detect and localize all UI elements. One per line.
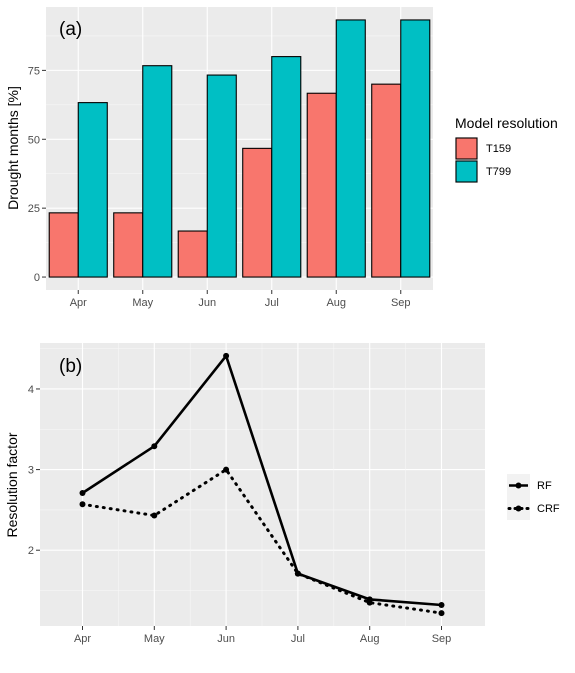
legend-label-t159: T159 [486, 143, 511, 155]
panel-a-bars [48, 19, 431, 278]
bar-t159-sep [371, 83, 402, 278]
panel-b-x-ticks: Apr May Jun Jul Aug Sep [74, 626, 451, 645]
y-tick-label: 3 [28, 465, 34, 477]
panel-a-bar-chart: 0 25 50 75 Apr May Jun Jul Aug Sep (a) Drought m… [5, 7, 558, 309]
y-tick-label: 75 [28, 65, 40, 77]
y-tick-label: 25 [28, 203, 40, 215]
bar-t159-jul [242, 147, 273, 278]
x-tick-label: Apr [70, 297, 87, 309]
bar-t799-jun [206, 74, 237, 278]
x-tick-label: Jul [265, 297, 279, 309]
point-rf-sep [438, 602, 445, 609]
x-tick-label: Jun [217, 633, 235, 645]
bar-t159-aug [306, 92, 337, 278]
panel-b-y-ticks: 2 3 4 [28, 384, 40, 557]
panel-b-legend: RF CRF [507, 474, 560, 520]
bar-t799-jul [271, 56, 302, 278]
legend-point-rf [515, 482, 522, 489]
x-tick-label: May [144, 633, 165, 645]
y-tick-label: 0 [34, 272, 40, 284]
x-tick-label: Jun [198, 297, 216, 309]
point-rf-may [151, 443, 158, 450]
legend-swatch-t159 [455, 137, 478, 160]
panel-a-y-ticks: 0 25 50 75 [28, 65, 46, 284]
legend-swatch-t799 [455, 160, 478, 183]
y-tick-label: 4 [28, 384, 34, 396]
legend-label-crf: CRF [537, 503, 560, 515]
bar-t799-apr [77, 102, 108, 278]
point-rf-apr [79, 489, 86, 496]
point-crf-apr [79, 501, 86, 508]
y-tick-label: 50 [28, 134, 40, 146]
series-line-rf [81, 354, 442, 607]
panel-a-tag: (a) [59, 19, 82, 40]
x-tick-label: Sep [432, 633, 452, 645]
bar-t159-apr [48, 212, 79, 278]
panel-b-y-axis-title: Resolution factor [4, 432, 20, 537]
panel-a-legend: Model resolution T159 T799 [455, 115, 558, 183]
legend-point-crf [515, 505, 522, 512]
point-rf-jun [223, 352, 230, 359]
point-crf-sep [438, 610, 445, 617]
bar-t799-sep [400, 19, 431, 278]
panel-b-gridlines [40, 343, 485, 626]
x-tick-label: Jul [291, 633, 305, 645]
x-tick-label: Sep [391, 297, 411, 309]
x-tick-label: Aug [326, 297, 346, 309]
panel-a-x-ticks: Apr May Jun Jul Aug Sep [70, 290, 411, 309]
panel-b-tag: (b) [59, 356, 82, 377]
legend-label-t799: T799 [486, 166, 511, 178]
point-crf-jul [294, 570, 301, 577]
bar-t159-may [113, 212, 144, 278]
point-crf-jun [223, 466, 230, 473]
panel-a-legend-title: Model resolution [455, 115, 558, 131]
bar-t159-jun [177, 230, 208, 278]
panel-b-line-chart: 2 3 4 Apr May Jun Jul Aug Sep (b) Resolution fa… [4, 343, 560, 645]
panel-a-y-axis-title: Drought months [%] [5, 86, 21, 210]
x-tick-label: Apr [74, 633, 91, 645]
y-tick-label: 2 [28, 545, 34, 557]
panel-b-background [40, 343, 485, 626]
bar-t799-may [142, 65, 173, 278]
point-crf-may [151, 512, 158, 519]
x-tick-label: Aug [360, 633, 380, 645]
bar-t799-aug [335, 19, 366, 278]
legend-label-rf: RF [537, 480, 552, 492]
panel-b-lines [79, 352, 445, 617]
point-crf-aug [366, 599, 373, 606]
x-tick-label: May [132, 297, 153, 309]
